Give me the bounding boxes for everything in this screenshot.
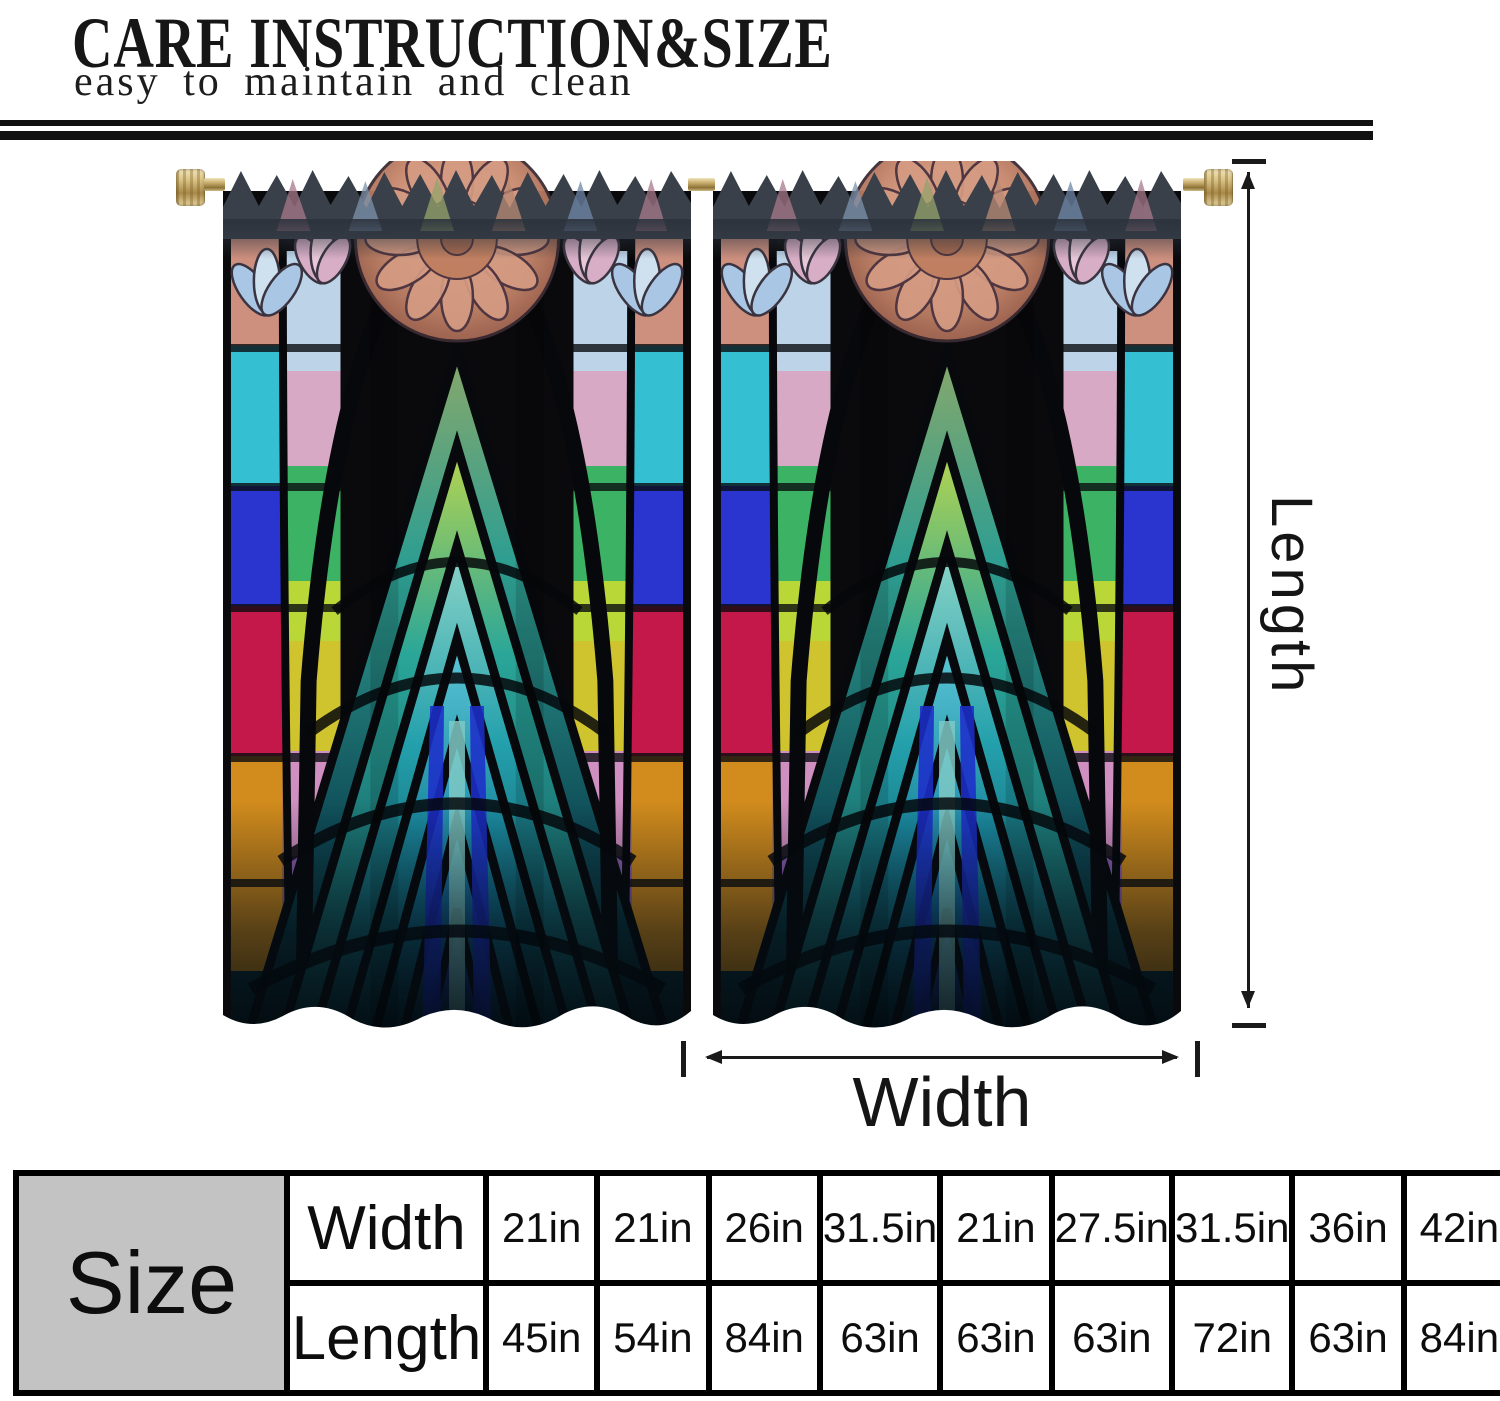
size-table-value: 31.5in bbox=[822, 1176, 938, 1280]
length-top-tick bbox=[1232, 159, 1266, 164]
size-table-value: 84in bbox=[1406, 1286, 1500, 1390]
width-dimension-line bbox=[707, 1056, 1177, 1059]
size-table-value: 84in bbox=[711, 1286, 817, 1390]
page-title: CARE INSTRUCTION&SIZE bbox=[72, 3, 833, 83]
width-label: Width bbox=[852, 1063, 1032, 1141]
size-table-row-label: Width bbox=[290, 1176, 483, 1280]
size-table-value: 54in bbox=[600, 1286, 706, 1390]
size-table-value: 26in bbox=[711, 1176, 817, 1280]
size-table-value: 63in bbox=[1295, 1286, 1401, 1390]
length-dimension-line bbox=[1247, 172, 1250, 1008]
curtain-panel-left bbox=[223, 161, 691, 1042]
size-table-value: 42in bbox=[1406, 1176, 1500, 1280]
curtain-rod-right bbox=[1183, 178, 1205, 191]
size-table-value: 27.5in bbox=[1054, 1176, 1169, 1280]
size-table-value: 36in bbox=[1295, 1176, 1401, 1280]
width-left-tick bbox=[681, 1041, 686, 1077]
size-table-value: 63in bbox=[822, 1286, 938, 1390]
size-table-value: 21in bbox=[600, 1176, 706, 1280]
curtain-rod-left bbox=[204, 178, 225, 191]
size-table-value: 72in bbox=[1175, 1286, 1290, 1390]
size-table-row-label: Length bbox=[290, 1286, 483, 1390]
curtain-rod-center bbox=[688, 178, 715, 191]
length-label: Length bbox=[1259, 495, 1324, 697]
length-arrowhead-up bbox=[1241, 172, 1255, 189]
width-arrowhead-left bbox=[705, 1050, 722, 1064]
size-table-value: 21in bbox=[489, 1176, 595, 1280]
size-table-value: 21in bbox=[943, 1176, 1049, 1280]
size-table-grid: Size Width 21in 21in 26in 31.5in 21in 27.5in 31… bbox=[13, 1170, 1500, 1396]
size-table-value: 63in bbox=[943, 1286, 1049, 1390]
divider-line-thin bbox=[0, 120, 1373, 126]
curtain-panel-right bbox=[713, 161, 1181, 1042]
width-right-tick bbox=[1195, 1041, 1200, 1077]
page-subtitle: easy to maintain and clean bbox=[74, 59, 634, 105]
size-table-value: 31.5in bbox=[1175, 1176, 1290, 1280]
length-bottom-tick bbox=[1232, 1023, 1266, 1028]
width-arrowhead-right bbox=[1162, 1050, 1179, 1064]
length-arrowhead-down bbox=[1241, 991, 1255, 1008]
divider-line-thick bbox=[0, 131, 1373, 140]
curtain-rod-finial-right bbox=[1204, 169, 1233, 206]
size-table-value: 45in bbox=[489, 1286, 595, 1390]
size-table-value: 63in bbox=[1054, 1286, 1169, 1390]
size-table-corner-label: Size bbox=[19, 1176, 284, 1390]
curtain-rod-finial-left bbox=[176, 169, 205, 206]
